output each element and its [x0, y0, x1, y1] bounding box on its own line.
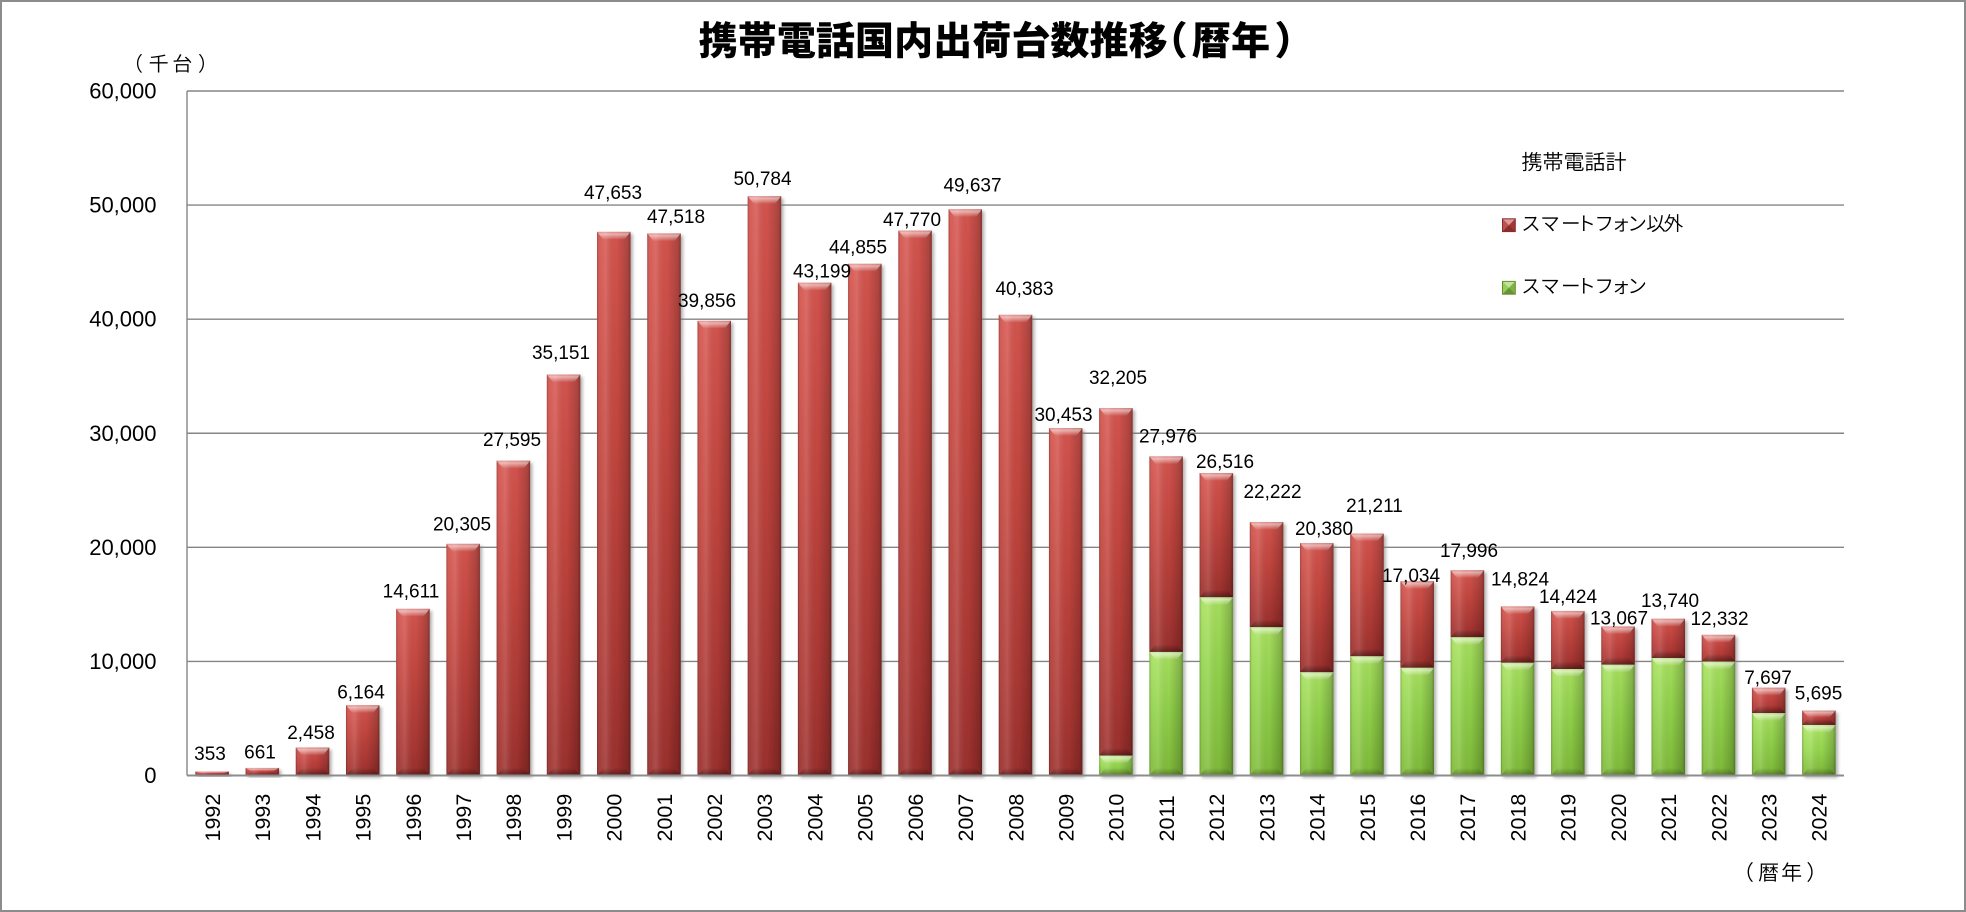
svg-text:2001: 2001	[653, 794, 677, 842]
svg-text:27,976: 27,976	[1139, 427, 1197, 448]
svg-text:20,305: 20,305	[433, 515, 491, 536]
svg-text:1995: 1995	[352, 794, 376, 842]
svg-text:27,595: 27,595	[483, 430, 541, 451]
svg-text:7,697: 7,697	[1744, 668, 1792, 689]
svg-text:2006: 2006	[904, 794, 928, 842]
svg-text:2003: 2003	[753, 794, 777, 842]
svg-text:40,383: 40,383	[995, 279, 1053, 300]
svg-text:50,000: 50,000	[89, 193, 156, 218]
svg-text:2013: 2013	[1255, 794, 1279, 842]
svg-text:2015: 2015	[1356, 794, 1380, 842]
svg-text:1998: 1998	[502, 794, 526, 842]
svg-text:20,380: 20,380	[1295, 519, 1353, 540]
svg-text:60,000: 60,000	[89, 79, 156, 104]
svg-text:49,637: 49,637	[943, 176, 1001, 197]
svg-text:1999: 1999	[552, 794, 576, 842]
svg-text:35,151: 35,151	[532, 343, 590, 364]
svg-text:2007: 2007	[954, 794, 978, 842]
svg-text:5,695: 5,695	[1795, 684, 1843, 705]
svg-text:2018: 2018	[1506, 794, 1530, 842]
svg-text:2008: 2008	[1004, 794, 1028, 842]
svg-text:17,034: 17,034	[1382, 566, 1441, 587]
svg-text:0: 0	[144, 763, 156, 788]
svg-text:2021: 2021	[1657, 794, 1681, 842]
svg-text:22,222: 22,222	[1243, 482, 1301, 503]
svg-text:21,211: 21,211	[1346, 496, 1403, 517]
svg-text:2005: 2005	[854, 794, 878, 842]
svg-text:661: 661	[244, 743, 276, 764]
svg-text:39,856: 39,856	[678, 291, 736, 312]
svg-text:2014: 2014	[1306, 794, 1330, 842]
svg-text:2020: 2020	[1607, 794, 1631, 842]
svg-text:17,996: 17,996	[1440, 541, 1498, 562]
svg-text:2004: 2004	[803, 794, 827, 842]
svg-text:26,516: 26,516	[1196, 452, 1254, 473]
svg-text:30,453: 30,453	[1034, 405, 1092, 426]
svg-text:47,770: 47,770	[883, 210, 941, 231]
svg-text:1996: 1996	[402, 794, 426, 842]
svg-text:2022: 2022	[1707, 794, 1731, 842]
svg-text:10,000: 10,000	[89, 649, 156, 674]
svg-text:43,199: 43,199	[793, 262, 851, 283]
svg-text:20,000: 20,000	[89, 535, 156, 560]
svg-text:353: 353	[194, 744, 226, 765]
svg-text:2016: 2016	[1406, 794, 1430, 842]
svg-text:12,332: 12,332	[1690, 609, 1748, 630]
svg-text:44,855: 44,855	[829, 238, 887, 259]
svg-text:30,000: 30,000	[89, 421, 156, 446]
svg-text:2024: 2024	[1808, 794, 1832, 842]
svg-text:2012: 2012	[1205, 794, 1229, 842]
svg-text:2023: 2023	[1757, 794, 1781, 842]
svg-text:50,784: 50,784	[733, 169, 792, 190]
svg-text:13,067: 13,067	[1590, 609, 1648, 630]
svg-text:1992: 1992	[201, 794, 225, 842]
svg-text:6,164: 6,164	[337, 683, 385, 704]
svg-text:2011: 2011	[1155, 795, 1179, 841]
svg-text:2017: 2017	[1456, 794, 1480, 842]
svg-text:47,518: 47,518	[647, 207, 705, 228]
svg-text:13,740: 13,740	[1641, 591, 1699, 612]
svg-text:1997: 1997	[452, 794, 476, 842]
svg-text:1994: 1994	[301, 794, 325, 842]
svg-text:47,653: 47,653	[584, 183, 642, 204]
svg-text:2019: 2019	[1557, 794, 1581, 842]
svg-text:32,205: 32,205	[1089, 368, 1147, 389]
svg-text:14,424: 14,424	[1539, 587, 1598, 608]
svg-text:1993: 1993	[251, 794, 275, 842]
svg-text:2,458: 2,458	[287, 723, 335, 744]
svg-text:2002: 2002	[703, 794, 727, 842]
svg-text:2000: 2000	[603, 794, 627, 842]
svg-text:14,824: 14,824	[1491, 570, 1550, 591]
svg-text:2010: 2010	[1105, 794, 1129, 842]
svg-text:40,000: 40,000	[89, 307, 156, 332]
svg-text:14,611: 14,611	[383, 582, 440, 603]
svg-text:2009: 2009	[1055, 794, 1079, 842]
